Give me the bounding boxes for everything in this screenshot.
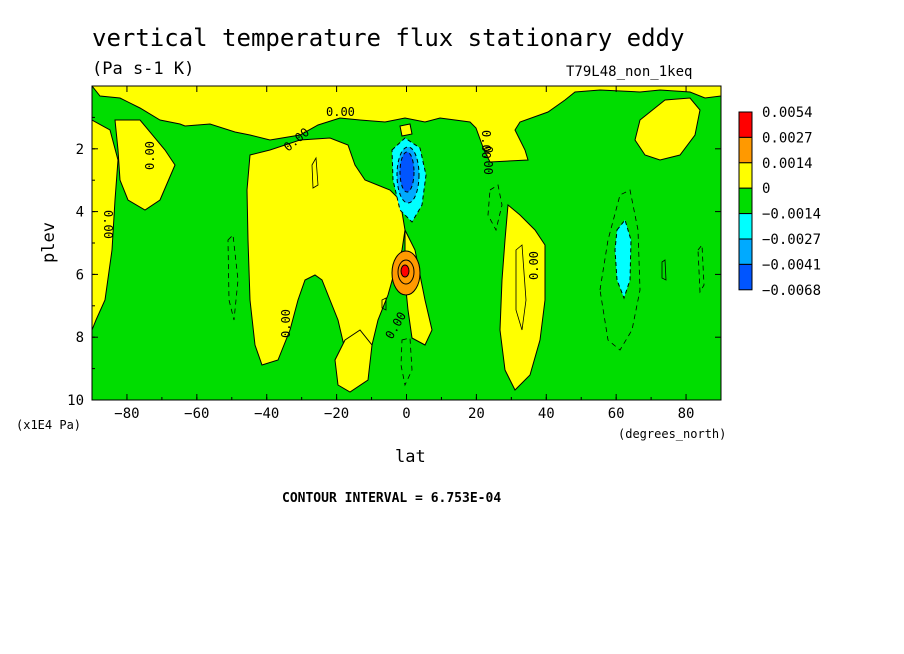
y-units-label: (x1E4 Pa) <box>16 418 81 432</box>
x-tick-label: −40 <box>254 406 279 422</box>
x-tick-label: −20 <box>324 406 349 422</box>
y-axis: 2 4 6 8 10 <box>67 116 721 409</box>
x-tick-label: 80 <box>678 406 695 422</box>
contour-label: 0.00 <box>143 141 157 170</box>
x-tick-label: 60 <box>608 406 625 422</box>
positive-maximum <box>391 250 421 296</box>
positive-region <box>399 123 413 137</box>
dashed-contour <box>599 189 641 351</box>
units-label: (Pa s-1 K) <box>92 59 194 79</box>
y-tick-label: 10 <box>67 393 84 409</box>
solid-contour <box>311 156 319 189</box>
contour-label: 0.00 <box>279 309 293 338</box>
y-tick-label: 8 <box>76 330 84 346</box>
y-tick-label: 6 <box>76 267 84 283</box>
x-tick-label: −80 <box>114 406 139 422</box>
contour-interval: CONTOUR INTERVAL = 6.753E-04 <box>282 491 501 506</box>
x-tick-label: 20 <box>468 406 485 422</box>
colorbar-label: 0.0027 <box>762 130 813 146</box>
contour-label: 0.00 <box>326 105 355 119</box>
contour-label: 0.00 <box>481 146 495 175</box>
contour-label: 0.00 <box>479 130 493 159</box>
colorbar-swatch <box>738 213 753 240</box>
colorbar-swatch <box>738 263 753 291</box>
colorbar-swatch <box>738 136 753 164</box>
positive-region <box>634 97 701 161</box>
solid-contour <box>661 259 667 281</box>
x-tick-label: −60 <box>184 406 209 422</box>
x-units-label: (degrees_north) <box>618 427 726 441</box>
positive-region <box>334 329 373 393</box>
positive-region <box>114 119 176 211</box>
colorbar-label: −0.0041 <box>762 257 821 273</box>
x-tick-label: 40 <box>538 406 555 422</box>
negative-minimum <box>391 137 427 223</box>
positive-regions <box>92 86 721 393</box>
y-axis-label: plev <box>39 222 59 263</box>
dashed-contour <box>227 234 239 321</box>
colorbar-label: −0.0027 <box>762 232 821 248</box>
x-axis: −80 −60 −40 −20 0 20 40 60 80 <box>91 86 722 422</box>
colorbar-swatch <box>738 111 753 138</box>
colorbar-swatch <box>738 187 753 215</box>
run-label: T79L48_non_1keq <box>566 64 692 80</box>
colorbar: 0.0054 0.0027 0.0014 0 −0.0014 −0.0027 −0.0041… <box>738 105 821 299</box>
colorbar-label: 0 <box>762 181 770 197</box>
dashed-contour <box>487 184 503 232</box>
x-tick-label: 0 <box>402 406 410 422</box>
dashed-contour <box>400 337 413 387</box>
contour-label: 0.00 <box>527 251 541 280</box>
chart-title: vertical temperature flux stationary edd… <box>92 24 684 52</box>
cyan-region-60n <box>614 218 632 300</box>
contour-label: 0.00 <box>101 210 115 239</box>
red-core <box>400 264 410 278</box>
solid-contour <box>515 244 527 331</box>
colorbar-swatch <box>738 162 753 189</box>
colorbar-label: −0.0068 <box>762 283 821 299</box>
colorbar-label: −0.0014 <box>762 207 821 223</box>
solid-contour <box>381 297 387 311</box>
colorbar-swatch <box>738 238 753 265</box>
positive-region <box>92 119 119 331</box>
positive-contours <box>311 156 667 331</box>
x-axis-label: lat <box>395 447 426 467</box>
plot-area: 0.00 0.00 0.00 0.00 0.00 0.00 0.00 0.00 … <box>92 86 721 400</box>
positive-region <box>92 86 721 163</box>
negative-contours <box>227 184 705 387</box>
colorbar-label: 0.0014 <box>762 156 813 172</box>
blue-core <box>399 151 415 193</box>
y-tick-label: 2 <box>76 142 84 158</box>
dashed-contour <box>697 243 705 294</box>
colorbar-label: 0.0054 <box>762 105 813 121</box>
positive-region <box>499 204 546 391</box>
y-tick-label: 4 <box>76 205 84 221</box>
